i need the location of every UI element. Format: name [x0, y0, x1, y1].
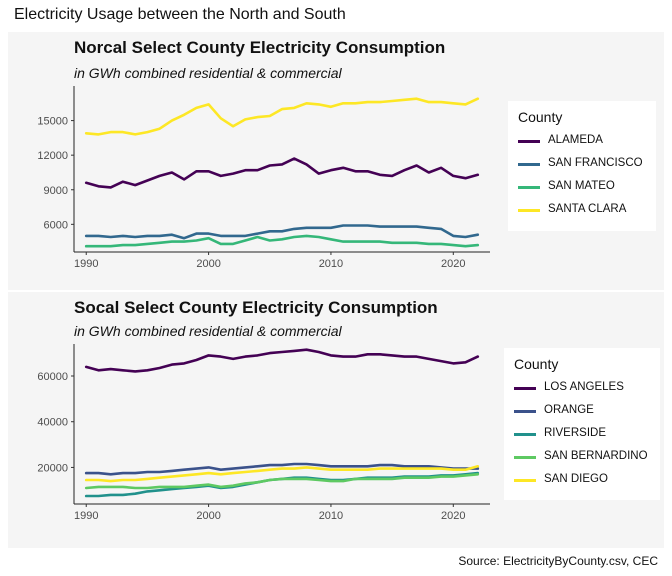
legend-item: ALAMEDA [518, 131, 672, 151]
legend-label: LOS ANGELES [544, 381, 624, 393]
series-line-san-bernardino [84, 473, 480, 490]
y-tick-label: 60000 [37, 371, 68, 383]
y-tick-label: 9000 [44, 185, 68, 197]
series-line-santa-clara [84, 97, 480, 136]
legend-key-swatch [518, 163, 540, 166]
legend-key-swatch [514, 410, 536, 413]
series-line-san-mateo [84, 234, 480, 248]
norcal-legend: County ALAMEDA SAN FRANCISCO SAN MATEO SANT… [508, 101, 656, 231]
chart-subtitle: in GWh combined residential & commercial [74, 65, 342, 81]
legend-label: SAN MATEO [548, 180, 615, 192]
legend-key-swatch [518, 140, 540, 143]
y-tick-label: 15000 [37, 116, 68, 128]
chart-title: Norcal Select County Electricity Consump… [74, 38, 446, 57]
legend-item: SANTA CLARA [518, 200, 672, 220]
x-tick-label: 2000 [196, 258, 220, 270]
chart-subtitle: in GWh combined residential & commercial [74, 323, 342, 339]
legend-key-swatch [518, 209, 540, 212]
legend-key-swatch [514, 479, 536, 482]
legend-key-swatch [518, 186, 540, 189]
series-line-san-francisco [84, 224, 480, 240]
series-line-san-diego [84, 465, 480, 483]
legend-label: RIVERSIDE [544, 427, 606, 439]
legend-label: SAN DIEGO [544, 473, 608, 485]
x-tick-label: 2000 [196, 510, 220, 522]
legend-item: RIVERSIDE [514, 424, 672, 444]
legend-label: SAN BERNARDINO [544, 450, 648, 462]
legend-label: SANTA CLARA [548, 203, 627, 215]
page-title: Electricity Usage between the North and … [14, 6, 346, 23]
legend-item: SAN FRANCISCO [518, 154, 672, 174]
legend-item: LOS ANGELES [514, 378, 672, 398]
x-tick-label: 2020 [441, 258, 465, 270]
socal-plot: 20000 40000 60000 1990 2000 2010 2020 [37, 344, 490, 522]
legend-key-swatch [514, 387, 536, 390]
legend-title: County [518, 109, 563, 125]
x-tick-label: 1990 [74, 510, 98, 522]
socal-chart-panel: Socal Select County Electricity Consumpt… [8, 292, 664, 548]
legend-item: ORANGE [514, 401, 672, 421]
norcal-chart-panel: Norcal Select County Electricity Consump… [8, 32, 664, 290]
legend-key-swatch [514, 456, 536, 459]
legend-item: SAN BERNARDINO [514, 447, 672, 467]
y-tick-label: 20000 [37, 462, 68, 474]
series-line-alameda [84, 157, 480, 189]
legend-item: SAN MATEO [518, 177, 672, 197]
legend-label: ORANGE [544, 404, 594, 416]
y-tick-label: 12000 [37, 150, 68, 162]
socal-legend: County LOS ANGELES ORANGE RIVERSIDE SAN BER… [504, 348, 660, 500]
series-line-orange [84, 462, 480, 476]
norcal-plot: 6000 9000 12000 15000 1990 2000 2010 2020 [37, 86, 490, 270]
legend-key-swatch [514, 433, 536, 436]
source-note: Source: ElectricityByCounty.csv, CEC [458, 554, 658, 568]
x-tick-label: 2020 [441, 510, 465, 522]
x-tick-label: 1990 [74, 258, 98, 270]
legend-item: SAN DIEGO [514, 470, 672, 490]
y-tick-label: 6000 [44, 219, 68, 231]
x-tick-label: 2010 [319, 258, 343, 270]
chart-title: Socal Select County Electricity Consumpt… [74, 298, 438, 317]
series-line-los-angeles [84, 348, 480, 373]
legend-title: County [514, 356, 559, 372]
legend-label: ALAMEDA [548, 134, 603, 146]
legend-label: SAN FRANCISCO [548, 157, 643, 169]
x-tick-label: 2010 [319, 510, 343, 522]
y-tick-label: 40000 [37, 417, 68, 429]
